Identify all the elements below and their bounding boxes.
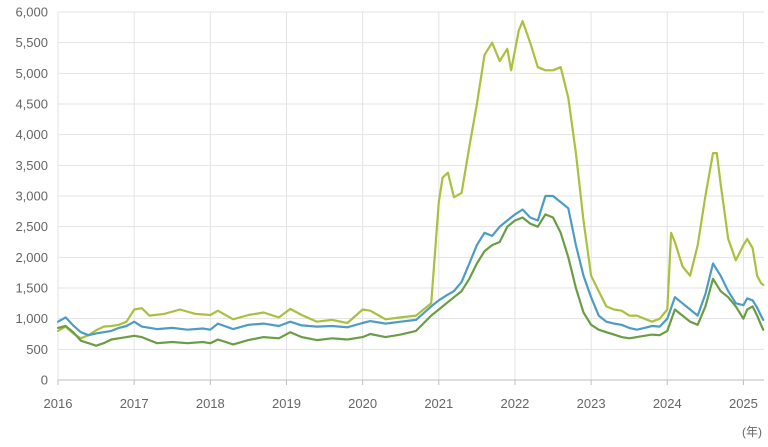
y-tick-label: 4,500	[15, 97, 48, 112]
y-tick-label: 4,000	[15, 127, 48, 142]
horizontal-gridlines	[58, 11, 764, 381]
series-lines	[56, 20, 765, 347]
x-tick-label: 2020	[348, 396, 377, 411]
y-tick-label: 3,000	[15, 189, 48, 204]
x-tick-label: 2021	[424, 396, 453, 411]
y-tick-label: 1,000	[15, 311, 48, 326]
x-tick-label: 2018	[196, 396, 225, 411]
series-line-3	[56, 213, 765, 347]
x-tick-label: 2019	[272, 396, 301, 411]
x-tick-label: 2024	[653, 396, 682, 411]
y-tick-label: 2,500	[15, 219, 48, 234]
x-tick-label: 2022	[500, 396, 529, 411]
x-unit-label: (年)	[742, 425, 762, 439]
y-tick-label: 5,500	[15, 35, 48, 50]
x-tick-label: 2016	[44, 396, 73, 411]
series-line-1	[56, 20, 765, 340]
y-tick-label: 3,500	[15, 158, 48, 173]
x-tick-label: 2017	[120, 396, 149, 411]
y-tick-label: 1,500	[15, 281, 48, 296]
x-tick-label: 2025	[729, 396, 758, 411]
y-tick-label: 500	[26, 342, 48, 357]
y-tick-label: 5,000	[15, 66, 48, 81]
y-tick-label: 6,000	[15, 5, 48, 20]
y-axis: 0 500 1,000 1,500 2,000 2,500 3,000 3,500 4,000 4…	[15, 5, 48, 388]
x-axis: 2016 2017 2018 2019 2020 2021 2022 2023 2024 2025	[44, 379, 764, 411]
x-tick-label: 2023	[577, 396, 606, 411]
series-line-2	[56, 194, 765, 337]
y-tick-label: 0	[41, 373, 48, 388]
y-tick-label: 2,000	[15, 250, 48, 265]
